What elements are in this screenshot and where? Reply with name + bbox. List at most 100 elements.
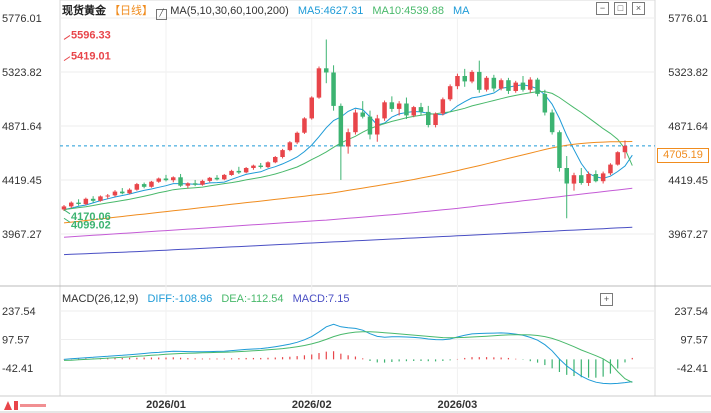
candle-body <box>185 183 191 186</box>
candle-body <box>426 111 431 125</box>
candle-body <box>98 196 103 201</box>
candle-body <box>287 142 293 151</box>
candle-body <box>69 202 74 207</box>
candle-body <box>571 175 577 184</box>
candle-body <box>134 184 140 190</box>
candle-body <box>156 178 161 182</box>
annotation-label: 5419.01 <box>71 51 111 63</box>
macd-tick-label: -42.41 <box>677 363 708 375</box>
candle-body <box>338 105 344 147</box>
ma60-line <box>63 187 633 238</box>
price-tick-label: 3967.27 <box>668 229 708 241</box>
minus-box-icon[interactable]: − <box>596 2 609 15</box>
candle-body <box>345 132 351 147</box>
candle-body <box>469 71 475 82</box>
period-label[interactable]: 【日线】 <box>109 5 154 17</box>
candle-body <box>404 103 409 116</box>
candle-body <box>411 107 416 116</box>
candle-body <box>593 174 599 182</box>
candle-body <box>542 94 548 113</box>
candle-body <box>192 183 198 185</box>
candle-body <box>302 118 307 133</box>
candle-body <box>236 170 242 173</box>
candle-body <box>440 99 446 114</box>
macd-tick-label: 97.57 <box>680 334 708 346</box>
ma5-value: MA5:4627.31 <box>297 5 364 17</box>
ma10-value: MA10:4539.88 <box>372 5 444 17</box>
candle-body <box>579 175 584 183</box>
candle-body <box>149 181 154 187</box>
candle-body <box>265 162 271 168</box>
brand-logo <box>4 401 46 410</box>
candle-body <box>61 206 67 210</box>
candle-body <box>491 77 497 89</box>
price-tick-label: 5776.01 <box>2 13 42 25</box>
candle-body <box>207 177 212 181</box>
candle-body <box>178 177 183 186</box>
price-tick-label: 4419.45 <box>2 175 42 187</box>
candle-body <box>353 112 358 133</box>
candle-body <box>520 82 526 90</box>
annotation-leader <box>63 35 71 40</box>
candle-body <box>586 174 591 183</box>
annotation-leader <box>63 217 71 223</box>
date-tick-label: 2026/03 <box>438 399 478 411</box>
candle-body <box>251 165 256 168</box>
current-price-tag: 4705.19 <box>657 148 709 163</box>
candle-body <box>309 97 314 119</box>
annotation-leader <box>63 56 71 62</box>
candle-body <box>120 191 125 194</box>
date-tick-label: 2026/02 <box>292 399 332 411</box>
candle-body <box>535 79 540 94</box>
candle-body <box>549 112 555 133</box>
annotation-label: 5596.33 <box>71 29 111 41</box>
candle-body <box>513 82 518 91</box>
macd-tick-label: -42.41 <box>2 363 33 375</box>
candle-body <box>243 168 249 173</box>
annotation-label: 4170.06 <box>71 211 111 223</box>
price-tick-label: 4871.64 <box>668 121 708 133</box>
price-tick-label: 5323.82 <box>668 67 708 79</box>
candle-body <box>375 118 380 135</box>
main-legend: 现货黄金 【日线】 ╱ MA(5,10,30,60,100,200) MA5:4… <box>62 2 470 20</box>
close-box-icon[interactable]: × <box>632 2 645 15</box>
candle-body <box>331 72 336 106</box>
macd-tick-label: 97.57 <box>2 334 30 346</box>
candle-body <box>258 165 263 167</box>
price-tick-label: 5776.01 <box>668 13 708 25</box>
candle-body <box>83 198 89 205</box>
candle-body <box>316 68 322 98</box>
price-tick-label: 4419.45 <box>668 175 708 187</box>
chart-type-icon[interactable]: ╱ <box>156 9 168 20</box>
candle-body <box>447 86 453 100</box>
macd-legend: MACD(26,12,9) DIFF:-108.96 DEA:-112.54 M… <box>62 293 349 305</box>
candle-body <box>324 68 329 73</box>
candle-body <box>484 77 489 90</box>
candle-body <box>141 184 147 187</box>
macd-tick-label: 237.54 <box>674 306 708 318</box>
candle-body <box>163 178 169 181</box>
ma-settings-label: MA(5,10,30,60,100,200) <box>170 5 289 17</box>
candle-body <box>360 112 365 117</box>
macd-panel <box>63 323 633 385</box>
instrument-title: 现货黄金 <box>62 5 106 17</box>
candle-body <box>200 180 205 185</box>
price-tick-label: 5323.82 <box>2 67 42 79</box>
candle-body <box>433 113 438 125</box>
annotation-leader <box>63 209 71 215</box>
macd-value: MACD:7.15 <box>292 293 350 305</box>
candle-body <box>382 102 387 119</box>
ma30-line <box>63 141 633 224</box>
candle-body <box>127 189 132 194</box>
macd-tick-label: 237.54 <box>2 306 36 318</box>
candle-body <box>367 116 373 135</box>
window-box-icon[interactable]: □ <box>614 2 627 15</box>
diff-line <box>63 323 633 385</box>
candle-body <box>557 132 562 168</box>
candle-body <box>90 198 96 201</box>
candle-body <box>280 150 285 157</box>
candle-body <box>112 191 118 196</box>
plus-box-icon[interactable]: + <box>600 293 613 306</box>
candle-body <box>564 168 569 184</box>
